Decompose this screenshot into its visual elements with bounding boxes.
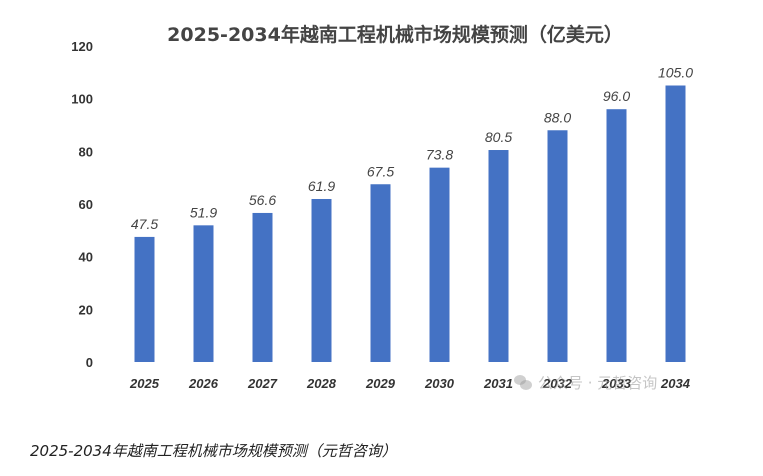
- x-tick-label: 2025: [129, 376, 160, 391]
- data-label: 80.5: [485, 129, 512, 145]
- data-label: 67.5: [367, 163, 394, 179]
- data-label: 105.0: [658, 65, 693, 81]
- y-tick-label: 20: [79, 302, 93, 317]
- bar: [606, 109, 627, 362]
- y-tick-label: 100: [71, 92, 93, 107]
- chart-title: 2025-2034年越南工程机械市场规模预测（亿美元）: [167, 23, 623, 46]
- bar-series: 47.5 51.9 56.6 61.9 67.5 73.8 80.5 88.0 96.0 105.…: [131, 65, 693, 362]
- y-axis: 0 20 40 60 80 100 120: [71, 39, 93, 370]
- chart-container: 2025-2034年越南工程机械市场规模预测（亿美元） 0 20 40 60 80 100…: [71, 23, 693, 391]
- data-label: 47.5: [131, 216, 158, 232]
- bar: [547, 130, 568, 362]
- bar: [488, 150, 509, 362]
- data-label: 73.8: [426, 147, 453, 163]
- data-label: 51.9: [190, 204, 217, 220]
- data-label: 61.9: [308, 178, 335, 194]
- x-tick-label: 2030: [424, 376, 455, 391]
- bar: [429, 167, 450, 362]
- x-tick-label: 2029: [365, 376, 396, 391]
- bar-chart: 2025-2034年越南工程机械市场规模预测（亿美元） 0 20 40 60 80 100…: [71, 23, 693, 391]
- x-tick-label: 2032: [542, 376, 573, 391]
- figure-caption: 2025-2034年越南工程机械市场规模预测（元哲咨询）: [30, 442, 397, 460]
- bar: [134, 236, 155, 362]
- data-label: 96.0: [603, 88, 630, 104]
- x-tick-label: 2028: [306, 376, 337, 391]
- x-tick-label: 2033: [601, 376, 632, 391]
- x-tick-label: 2026: [188, 376, 219, 391]
- bar: [252, 212, 273, 362]
- y-tick-label: 0: [86, 355, 93, 370]
- watermark: 公众号 · 元哲咨询: [514, 372, 657, 393]
- y-tick-label: 120: [71, 39, 93, 54]
- wechat-icon: [514, 374, 532, 391]
- bar: [370, 184, 391, 362]
- x-tick-label: 2031: [483, 376, 513, 391]
- x-tick-label: 2034: [660, 376, 691, 391]
- bar: [193, 225, 214, 362]
- data-label: 56.6: [249, 192, 276, 208]
- bar: [311, 198, 332, 362]
- y-tick-label: 60: [79, 197, 93, 212]
- y-tick-label: 40: [79, 250, 93, 265]
- watermark-text: 公众号 · 元哲咨询: [538, 374, 658, 392]
- y-tick-label: 80: [79, 144, 93, 159]
- data-label: 88.0: [544, 109, 571, 125]
- x-tick-label: 2027: [247, 376, 278, 391]
- x-axis: 2025 2026 2027 2028 2029 2030 2031 2032 2033 2034: [129, 376, 691, 391]
- bar: [665, 85, 686, 362]
